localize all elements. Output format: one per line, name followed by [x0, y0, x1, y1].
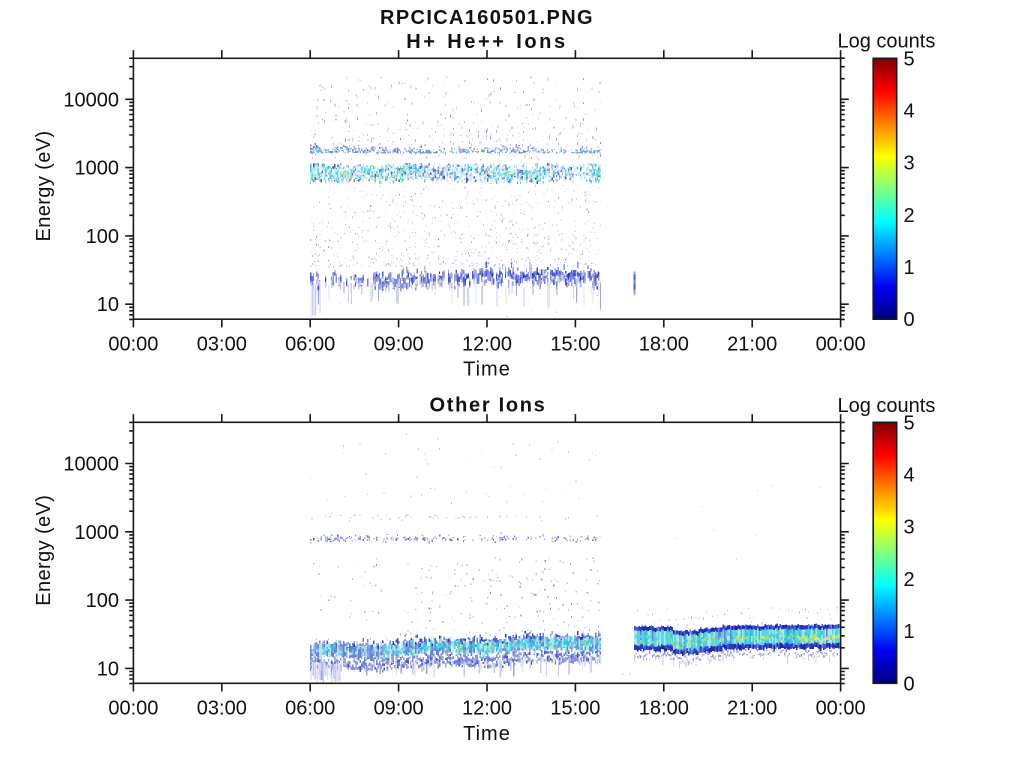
svg-text:18:00: 18:00 [639, 334, 689, 356]
svg-text:03:00: 03:00 [197, 334, 247, 356]
svg-text:10000: 10000 [63, 89, 119, 111]
svg-text:0: 0 [904, 673, 915, 695]
svg-text:1: 1 [904, 257, 915, 279]
svg-text:Time: Time [463, 723, 511, 745]
svg-text:0: 0 [904, 309, 915, 331]
svg-text:00:00: 00:00 [816, 334, 866, 356]
svg-text:21:00: 21:00 [727, 334, 777, 356]
svg-text:00:00: 00:00 [108, 698, 158, 720]
svg-text:09:00: 09:00 [374, 698, 424, 720]
svg-text:2: 2 [904, 569, 915, 591]
svg-text:06:00: 06:00 [285, 334, 335, 356]
svg-text:1000: 1000 [75, 522, 120, 544]
svg-text:03:00: 03:00 [197, 698, 247, 720]
svg-text:15:00: 15:00 [550, 334, 600, 356]
svg-text:12:00: 12:00 [462, 698, 512, 720]
svg-text:10: 10 [97, 294, 119, 316]
svg-text:1000: 1000 [75, 158, 120, 180]
svg-text:5: 5 [904, 412, 915, 434]
svg-text:09:00: 09:00 [374, 334, 424, 356]
svg-text:00:00: 00:00 [108, 334, 158, 356]
svg-text:21:00: 21:00 [727, 698, 777, 720]
svg-text:Energy (eV): Energy (eV) [33, 495, 55, 606]
svg-text:2: 2 [904, 205, 915, 227]
svg-text:RPCICA160501.PNG: RPCICA160501.PNG [380, 7, 594, 29]
svg-text:Other Ions: Other Ions [429, 394, 546, 416]
svg-text:5: 5 [904, 48, 915, 70]
svg-text:3: 3 [904, 153, 915, 175]
svg-text:12:00: 12:00 [462, 334, 512, 356]
svg-text:Log counts: Log counts [838, 395, 936, 417]
svg-text:10: 10 [97, 658, 119, 680]
svg-text:100: 100 [86, 226, 119, 248]
svg-text:4: 4 [904, 465, 915, 487]
svg-text:10000: 10000 [63, 454, 119, 476]
svg-text:4: 4 [904, 101, 915, 123]
svg-text:1: 1 [904, 621, 915, 643]
svg-text:Energy (eV): Energy (eV) [33, 130, 55, 241]
svg-text:15:00: 15:00 [550, 698, 600, 720]
svg-text:00:00: 00:00 [816, 698, 866, 720]
svg-text:Time: Time [463, 359, 511, 381]
svg-text:Log counts: Log counts [838, 31, 936, 53]
svg-text:H+ He++ Ions: H+ He++ Ions [406, 31, 567, 53]
svg-text:06:00: 06:00 [285, 698, 335, 720]
svg-text:18:00: 18:00 [639, 698, 689, 720]
svg-text:100: 100 [86, 590, 119, 612]
svg-text:3: 3 [904, 517, 915, 539]
